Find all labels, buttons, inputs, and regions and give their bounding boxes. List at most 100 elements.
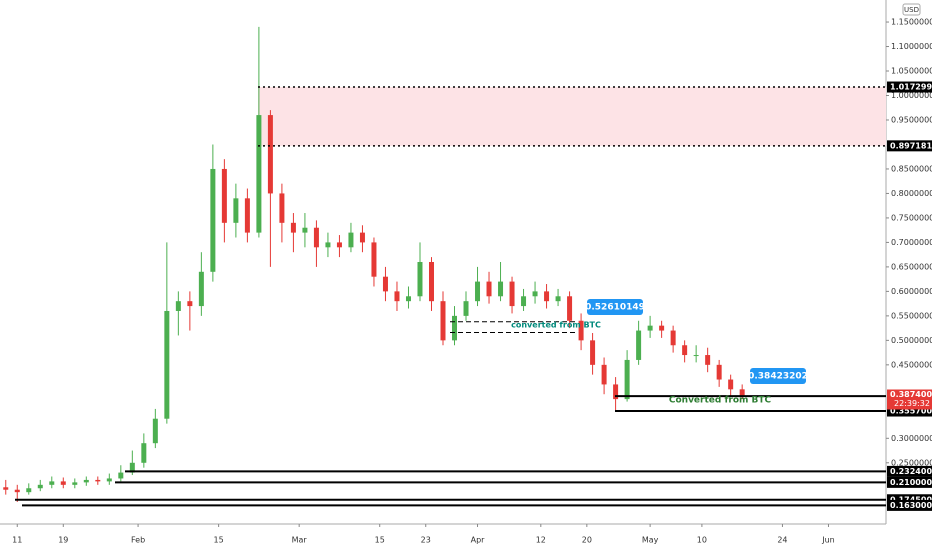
candle-body <box>152 418 158 444</box>
x-tick-label: 11 <box>12 536 22 545</box>
level-label-box <box>887 499 932 511</box>
candle-body <box>72 482 78 485</box>
supply-zone <box>258 87 886 146</box>
annotation: converted from BTC <box>511 321 601 330</box>
candle-body <box>521 296 527 307</box>
level-label: 0.16300000 <box>890 501 932 510</box>
candle-body <box>509 281 515 307</box>
current-price-box <box>887 389 932 410</box>
candle-body <box>682 345 688 356</box>
candle-body <box>198 271 204 307</box>
candle-body <box>555 296 561 302</box>
candle-body <box>590 340 596 365</box>
candle-body <box>244 198 250 233</box>
candle-body <box>221 168 227 223</box>
price-bubble <box>587 299 643 315</box>
candle-body <box>49 481 55 485</box>
candle-body <box>636 330 642 360</box>
candle-body <box>371 242 377 277</box>
candle-body <box>705 355 711 365</box>
x-tick-label: Feb <box>131 536 145 545</box>
level-label: 0.35570000 <box>890 407 932 416</box>
candle-body <box>405 296 411 302</box>
annotation: Converted from BTC <box>669 396 772 406</box>
candle-body <box>83 479 89 483</box>
candle-body <box>739 389 745 396</box>
candle-body <box>37 484 43 489</box>
level-label: 1.01729919 <box>890 83 932 92</box>
candle-body <box>532 291 538 297</box>
x-tick-label: Jun <box>821 536 835 545</box>
candle-body <box>394 291 400 302</box>
candle-body <box>440 301 446 341</box>
candle-body <box>544 291 550 302</box>
candle-body <box>313 227 319 248</box>
currency: USD <box>904 6 919 14</box>
candle-body <box>647 325 653 331</box>
candle-body <box>693 355 699 357</box>
annotation: 0.38423202 <box>748 372 808 382</box>
candle-body <box>106 478 112 482</box>
x-tick-label: 15 <box>375 536 385 545</box>
level-label: 0.21000000 <box>890 478 932 487</box>
candle-body <box>670 330 676 346</box>
candle-body <box>141 443 147 463</box>
y-tick-label: 1.10000000 <box>891 42 932 51</box>
x-tick-label: Apr <box>471 536 486 545</box>
candle-body <box>486 281 492 297</box>
x-tick-label: 15 <box>214 536 224 545</box>
level-label: 0.23240000 <box>890 467 932 476</box>
y-tick-label: 1.05000000 <box>891 67 932 76</box>
candle-body <box>256 115 262 233</box>
candle-body <box>659 325 665 331</box>
candle-body <box>279 193 285 223</box>
x-tick-label: May <box>642 536 659 545</box>
level-label-box <box>887 140 932 152</box>
x-tick-label: 20 <box>582 536 592 545</box>
candle-body <box>336 242 342 248</box>
candle-body <box>359 232 365 243</box>
level-label-box <box>887 494 932 506</box>
candle-body <box>118 472 124 479</box>
candle-body <box>26 488 32 493</box>
candle-body <box>325 242 331 248</box>
level-label-box <box>887 465 932 477</box>
candle-body <box>452 315 458 341</box>
candle-body <box>463 301 469 316</box>
candle-body <box>624 359 630 400</box>
candle-body <box>348 232 354 248</box>
candle-body <box>233 198 239 223</box>
candle-body <box>302 227 308 233</box>
x-tick-label: 12 <box>536 536 546 545</box>
candle-body <box>95 479 101 482</box>
level-label: 0.17450000 <box>890 495 932 504</box>
x-tick-label: Mar <box>292 536 308 545</box>
candle-body <box>567 296 573 321</box>
candle-body <box>175 301 181 311</box>
level-label-box <box>887 81 932 93</box>
level-label: 0.89718155 <box>890 141 932 150</box>
candle-body <box>475 281 481 302</box>
x-tick-label: 10 <box>697 536 707 545</box>
candle-body <box>417 262 423 297</box>
annotation: 0.52610149 <box>585 303 645 313</box>
current-price-label: 0.38740000 <box>890 390 932 399</box>
candle-body <box>187 301 193 307</box>
candle-body <box>613 384 619 400</box>
candle-body <box>290 222 296 233</box>
x-tick-label: 19 <box>58 536 68 545</box>
candle-body <box>60 481 66 485</box>
candle-body <box>601 364 607 385</box>
level-label-box <box>887 405 932 417</box>
y-tick-label: 1.15000000 <box>891 18 932 27</box>
candle-body <box>382 276 388 292</box>
